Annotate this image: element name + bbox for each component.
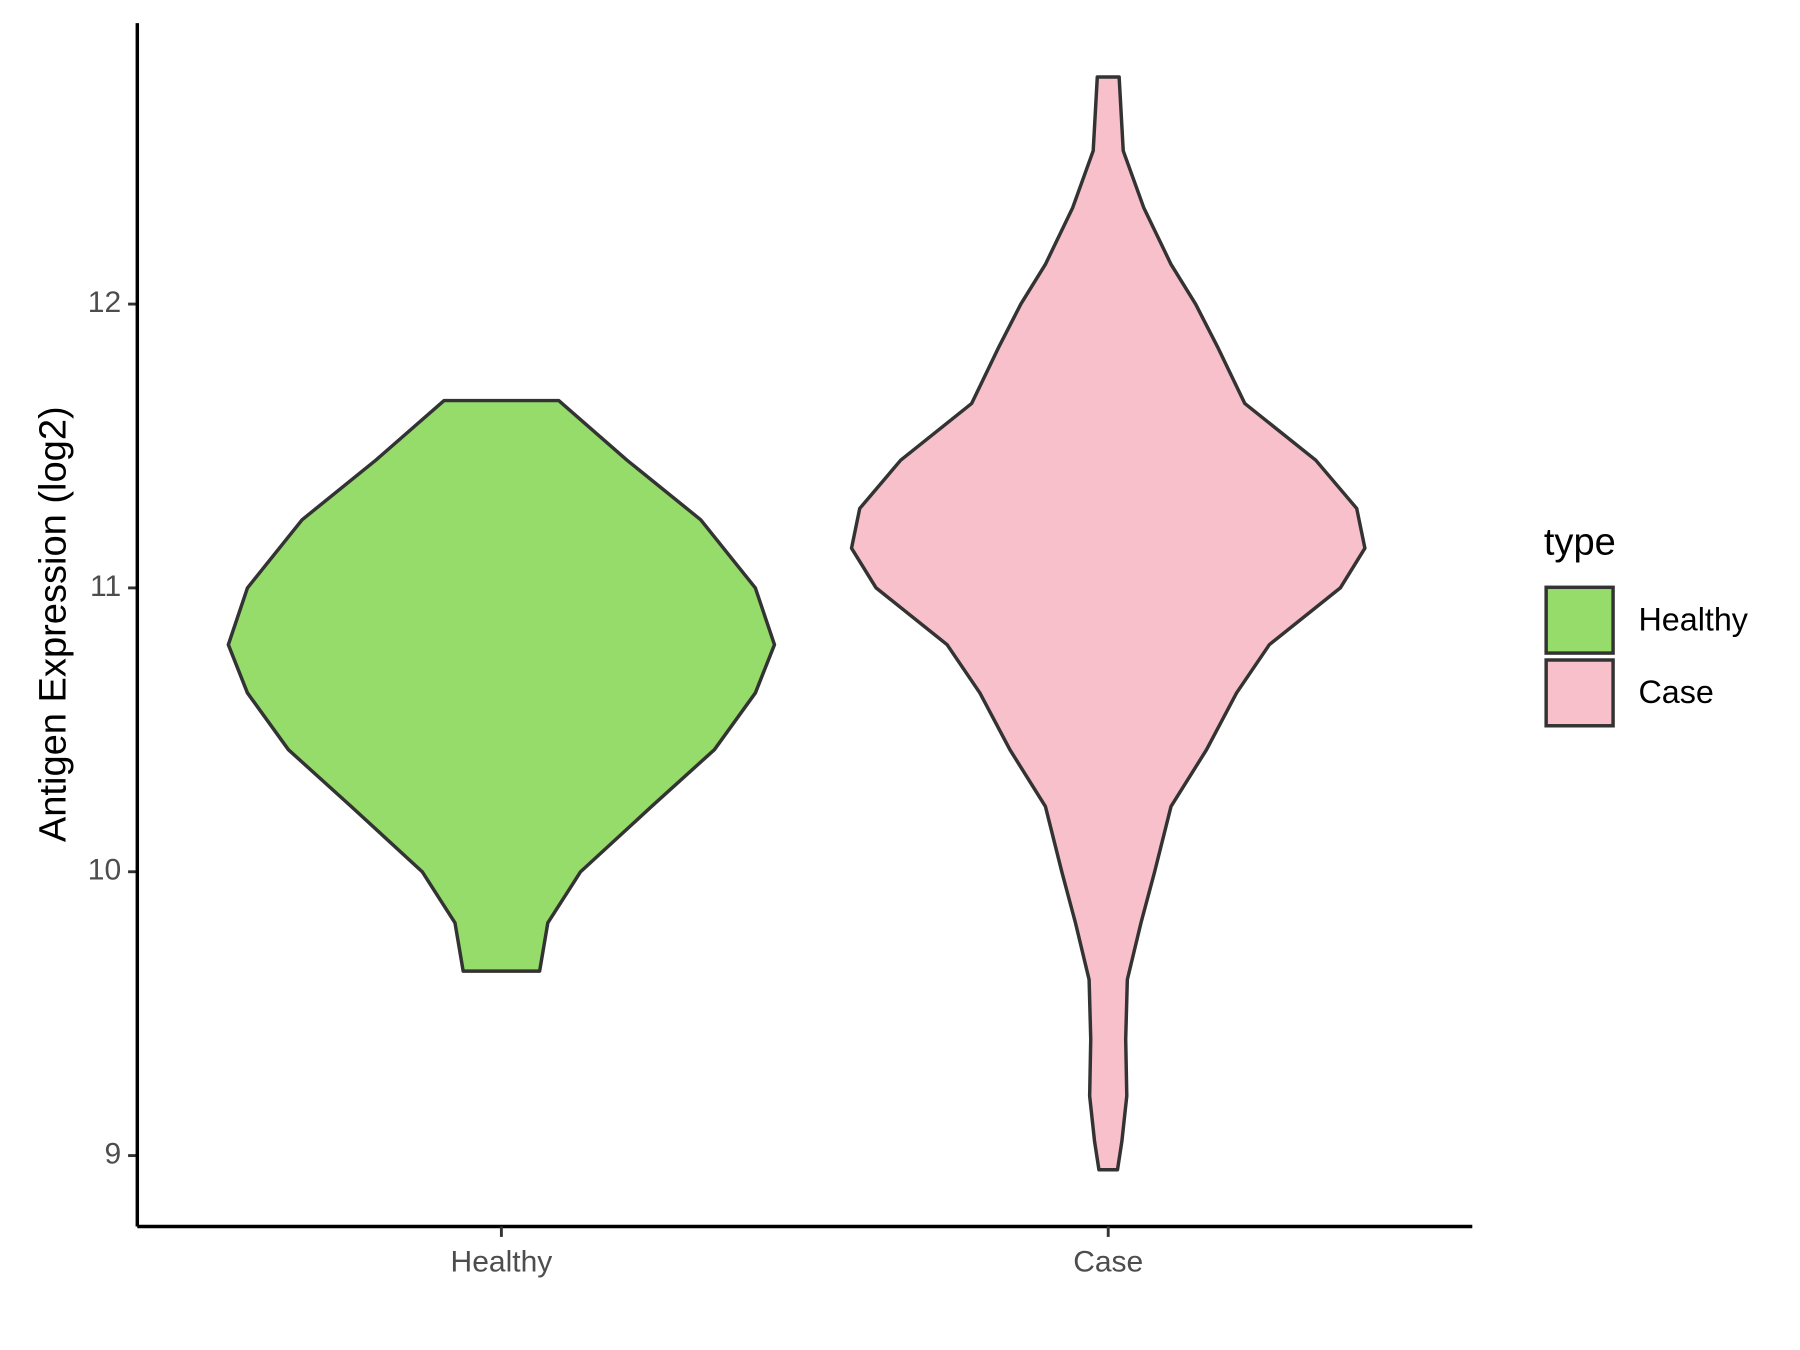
legend-key <box>1544 585 1615 655</box>
y-tick-label: 11 <box>90 570 121 603</box>
y-axis-title: Antigen Expression (log2) <box>32 406 74 842</box>
legend-key <box>1544 658 1615 728</box>
y-tick-label: 9 <box>104 1138 121 1171</box>
x-tick-label: Healthy <box>451 1245 553 1278</box>
legend-title: type <box>1544 522 1616 564</box>
violin <box>226 398 777 973</box>
y-tick-label: 10 <box>88 854 121 887</box>
y-tick-label: 12 <box>88 286 121 319</box>
legend-label: Case <box>1638 674 1713 710</box>
x-tick-label: Case <box>1073 1245 1143 1278</box>
legend-label: Healthy <box>1638 601 1748 637</box>
violin <box>849 75 1367 1172</box>
